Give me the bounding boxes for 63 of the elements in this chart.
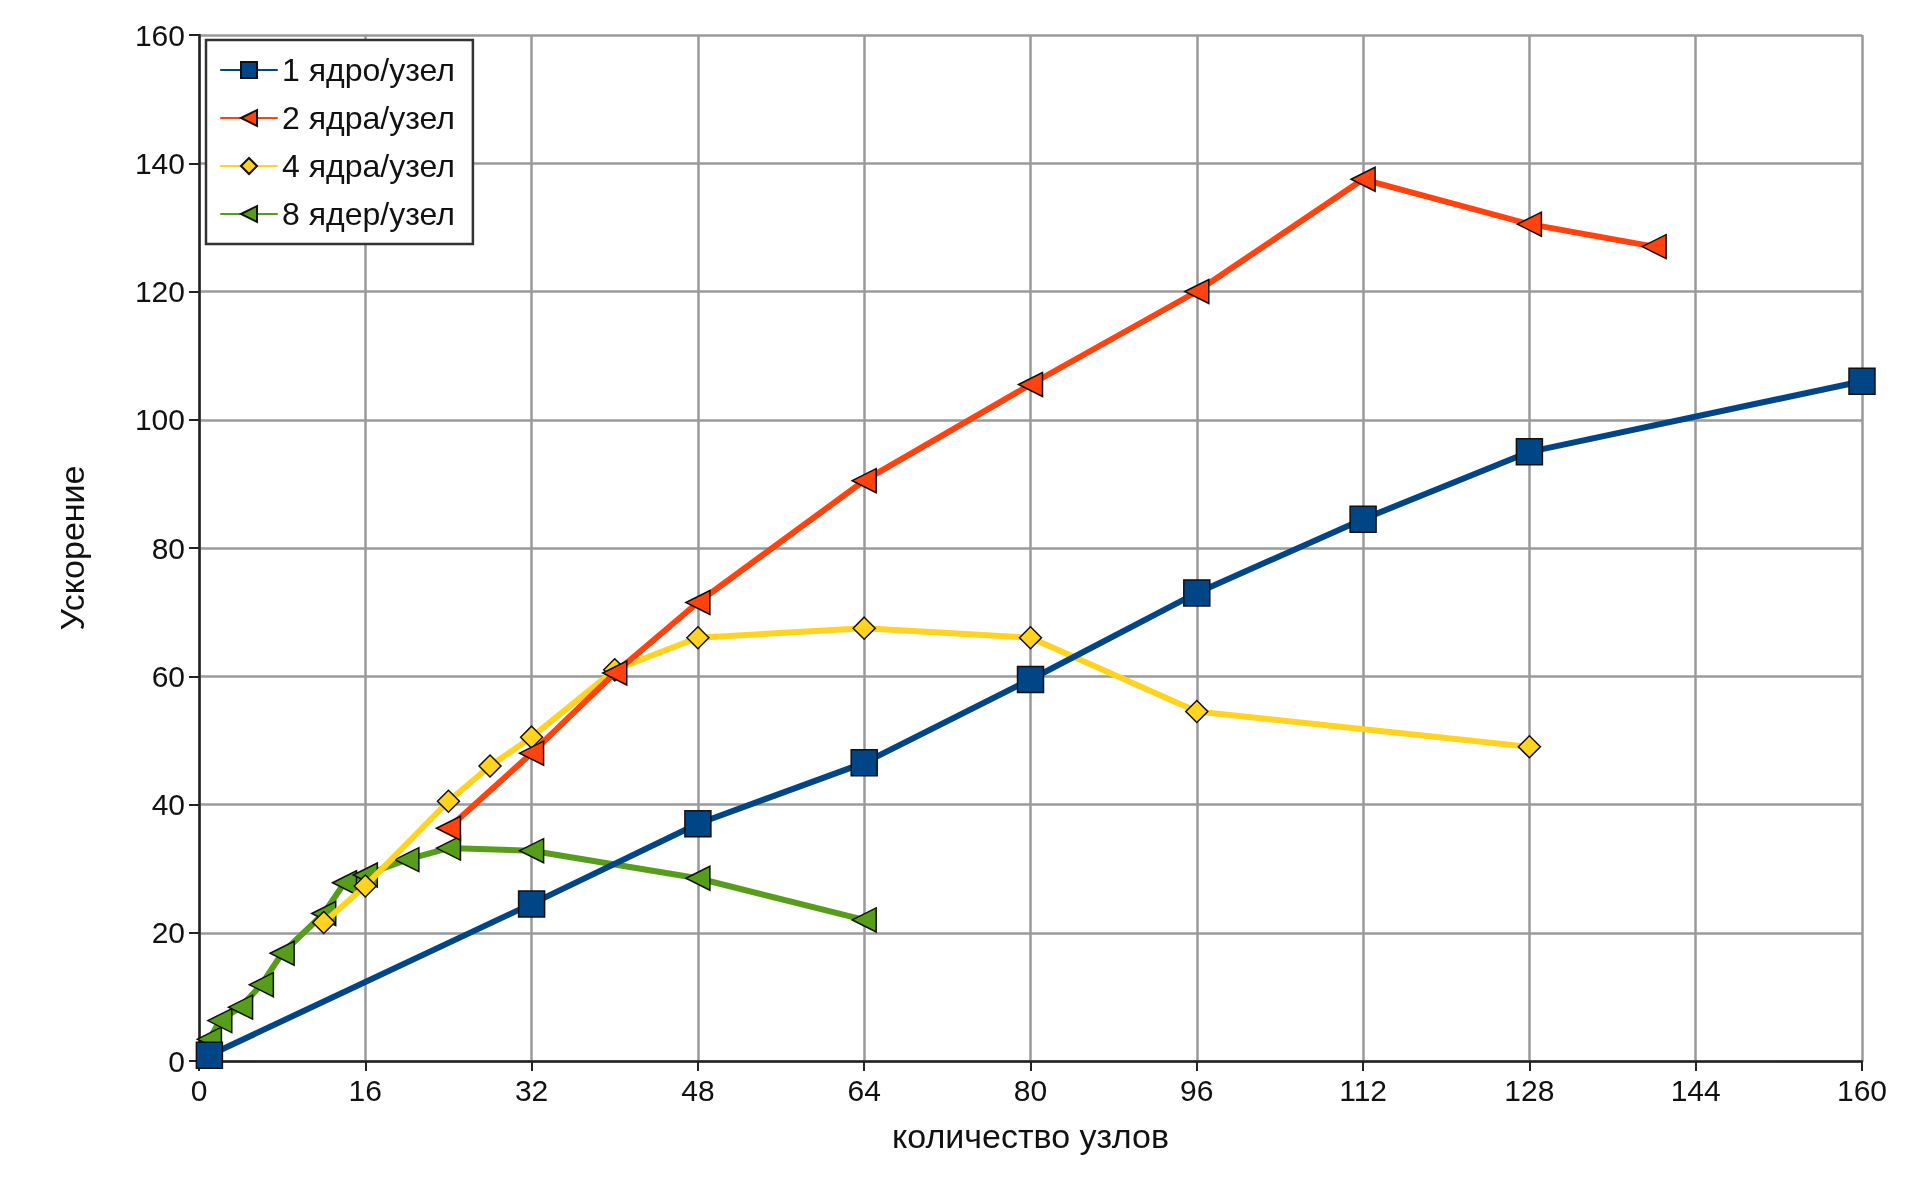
point bbox=[851, 467, 877, 494]
point bbox=[685, 589, 711, 616]
point bbox=[686, 626, 710, 650]
point bbox=[1185, 699, 1209, 724]
point bbox=[850, 749, 878, 777]
point bbox=[1641, 233, 1667, 260]
x-tick-label: 16 bbox=[348, 1073, 382, 1107]
y-tick-label: 40 bbox=[151, 788, 185, 821]
y-tick-label: 100 bbox=[134, 403, 185, 437]
point bbox=[1848, 367, 1876, 396]
point bbox=[195, 1041, 224, 1069]
legend-label: 8 ядер/узел bbox=[282, 196, 455, 232]
point bbox=[353, 874, 378, 898]
x-tick-label: 128 bbox=[1504, 1073, 1555, 1107]
point bbox=[517, 890, 546, 918]
point bbox=[518, 837, 545, 864]
y-tick-label: 160 bbox=[134, 18, 185, 52]
x-tick-label: 96 bbox=[1180, 1073, 1214, 1107]
point bbox=[1515, 438, 1544, 466]
x-tick-label: 0 bbox=[190, 1073, 208, 1107]
x-tick-label: 32 bbox=[514, 1073, 549, 1107]
point bbox=[435, 815, 462, 841]
point bbox=[852, 616, 876, 640]
point bbox=[1516, 211, 1543, 237]
y-tick-label: 60 bbox=[151, 659, 185, 693]
x-tick-label: 144 bbox=[1670, 1073, 1721, 1107]
point bbox=[1017, 371, 1044, 398]
point bbox=[269, 940, 295, 967]
point bbox=[1018, 626, 1043, 650]
x-tick-label: 80 bbox=[1013, 1073, 1048, 1107]
x-tick-label: 112 bbox=[1339, 1073, 1388, 1107]
point bbox=[1350, 166, 1376, 193]
legend-label: 2 ядра/узел bbox=[282, 100, 455, 136]
point bbox=[684, 809, 712, 838]
point bbox=[435, 835, 462, 861]
point bbox=[207, 1007, 233, 1034]
point bbox=[1183, 579, 1211, 607]
x-axis-title: количество узлов bbox=[892, 1117, 1169, 1155]
x-tick-label: 160 bbox=[1836, 1073, 1888, 1107]
y-axis-title: Ускорение bbox=[53, 465, 91, 631]
point bbox=[1517, 735, 1542, 759]
point bbox=[248, 971, 275, 998]
y-tick-label: 80 bbox=[151, 531, 185, 565]
y-tick-label: 0 bbox=[168, 1044, 185, 1078]
point bbox=[851, 907, 877, 933]
y-tick-label: 20 bbox=[151, 916, 185, 950]
legend-label: 1 ядро/узел bbox=[282, 52, 455, 88]
point bbox=[1349, 505, 1377, 533]
y-tick-label: 140 bbox=[134, 146, 185, 180]
point bbox=[1184, 278, 1210, 305]
point bbox=[311, 910, 336, 935]
point bbox=[478, 754, 502, 778]
point bbox=[1016, 665, 1045, 694]
point bbox=[519, 725, 544, 749]
x-tick-label: 64 bbox=[847, 1073, 881, 1107]
point bbox=[394, 846, 420, 873]
point bbox=[685, 865, 711, 891]
y-tick-label: 120 bbox=[134, 275, 185, 308]
point bbox=[436, 789, 461, 814]
point bbox=[518, 740, 545, 766]
legend-label: 4 ядра/узел bbox=[282, 148, 455, 184]
point bbox=[227, 994, 254, 1020]
x-tick-label: 48 bbox=[681, 1073, 715, 1107]
